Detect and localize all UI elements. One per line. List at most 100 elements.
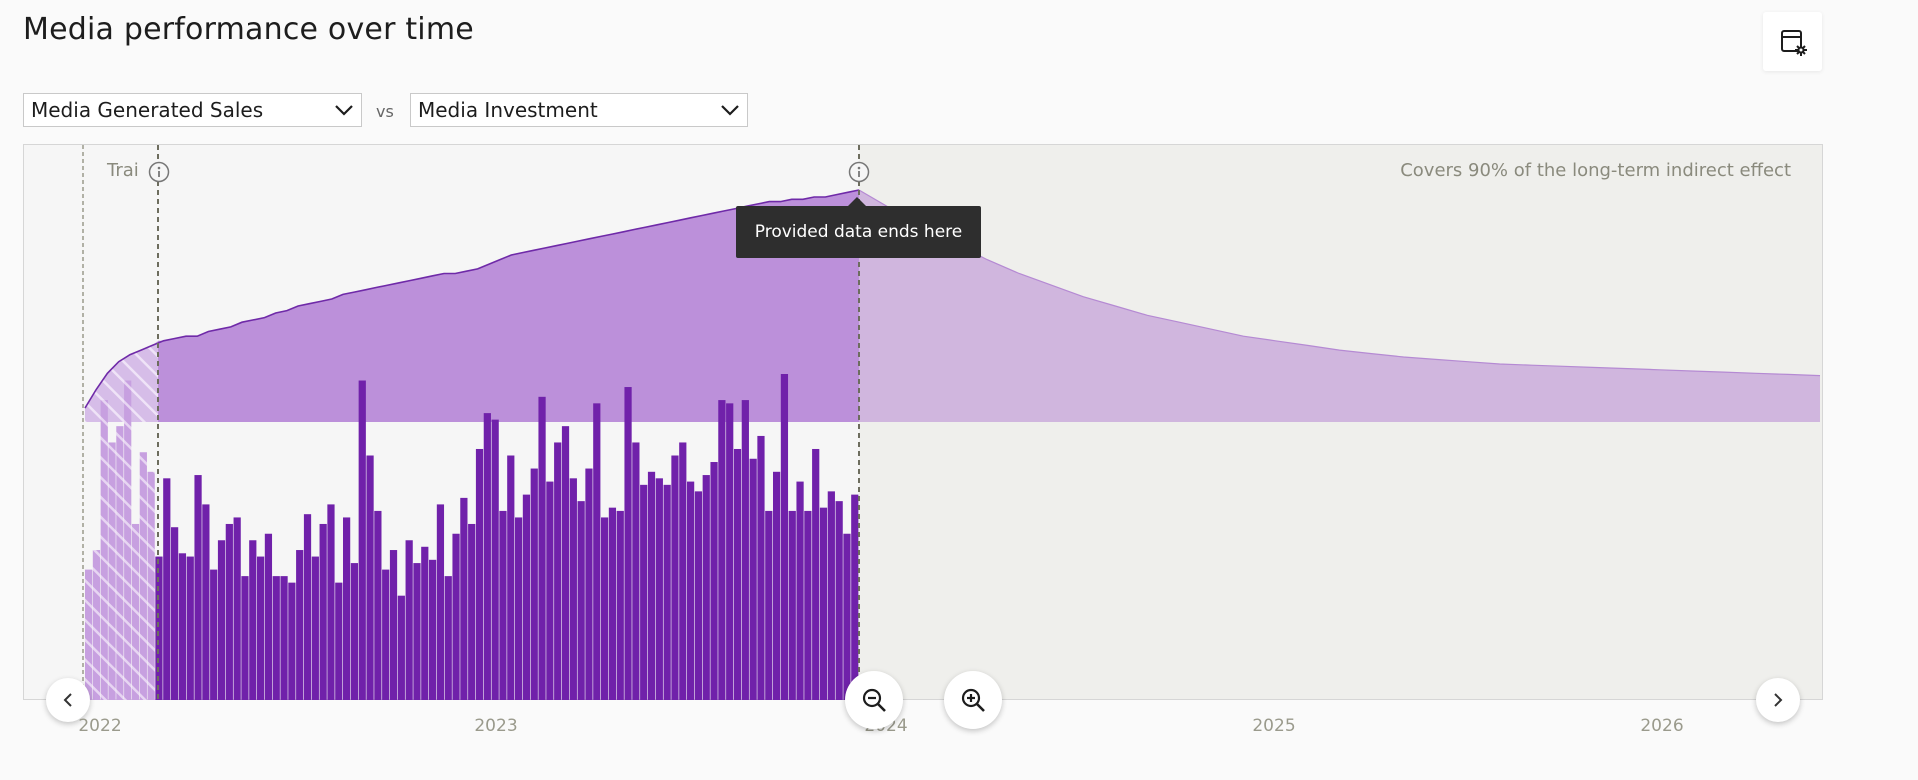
projection-area — [859, 190, 1820, 422]
investment-bar — [85, 569, 93, 700]
chevron-right-icon — [1774, 693, 1783, 707]
investment-bar — [264, 533, 273, 700]
investment-bar — [702, 475, 710, 700]
metric-select-left[interactable]: Media Generated Sales — [23, 93, 362, 127]
investment-bar — [585, 468, 593, 700]
investment-bar — [741, 400, 749, 700]
investment-bar — [405, 540, 413, 700]
scroll-right-button[interactable] — [1756, 678, 1800, 722]
investment-bar — [178, 553, 187, 700]
investment-bar — [835, 501, 843, 700]
investment-bar — [812, 448, 820, 700]
table-settings-icon — [1780, 29, 1807, 56]
investment-bar — [655, 478, 663, 700]
investment-bar — [710, 462, 718, 700]
sales-area-training — [85, 340, 158, 422]
performance-chart — [82, 145, 1822, 700]
investment-bar — [186, 556, 194, 700]
x-tick-label: 2022 — [78, 716, 122, 736]
investment-bar — [139, 452, 147, 700]
projection-line — [858, 189, 1821, 377]
sales-line — [84, 189, 860, 409]
x-tick-label: 2026 — [1640, 716, 1684, 736]
investment-bar — [780, 374, 789, 700]
investment-bar — [358, 380, 366, 700]
investment-bar — [733, 448, 742, 700]
investment-bar — [233, 517, 241, 700]
x-tick-label: 2025 — [1252, 716, 1296, 736]
zoom-in-button[interactable] — [944, 671, 1002, 729]
investment-bar — [530, 468, 538, 700]
investment-bar — [851, 494, 859, 700]
zoom-out-button[interactable] — [845, 671, 903, 729]
scroll-left-button[interactable] — [46, 678, 90, 722]
investment-bar — [335, 582, 343, 700]
x-tick-label: 2023 — [474, 716, 518, 736]
investment-bar — [296, 550, 304, 700]
investment-bar — [515, 517, 523, 700]
investment-bar — [616, 510, 624, 700]
sales-area — [158, 190, 859, 422]
investment-bar — [569, 478, 577, 700]
zoom-out-icon — [862, 688, 886, 712]
investment-bar — [593, 403, 601, 700]
investment-bar — [116, 426, 124, 700]
investment-bar — [131, 523, 140, 700]
investment-bar — [366, 455, 374, 700]
info-icon[interactable] — [848, 161, 870, 183]
investment-bar — [546, 481, 554, 700]
investment-bar — [319, 523, 327, 700]
investment-bar — [827, 491, 835, 700]
investment-bar — [773, 471, 781, 700]
investment-bar — [561, 426, 570, 700]
investment-bar — [483, 413, 491, 700]
investment-bar — [108, 442, 116, 700]
investment-bar — [210, 569, 218, 700]
data-end-tooltip: Provided data ends here — [736, 197, 981, 258]
investment-bar — [343, 517, 351, 700]
investment-bar — [491, 419, 499, 700]
investment-bar — [92, 550, 101, 700]
investment-bar — [413, 563, 421, 700]
training-period-label: Trai — [107, 160, 139, 181]
investment-bar — [679, 442, 687, 700]
investment-bar — [726, 403, 734, 700]
investment-bar — [804, 510, 812, 700]
investment-bar — [124, 380, 132, 700]
investment-bar — [538, 396, 546, 700]
investment-bar — [311, 556, 319, 700]
investment-bar — [788, 510, 796, 700]
investment-bar — [522, 494, 531, 700]
coverage-note: Covers 90% of the long-term indirect eff… — [1400, 160, 1791, 181]
investment-bar — [202, 504, 210, 700]
investment-bar — [257, 556, 265, 700]
investment-bar — [147, 471, 155, 700]
investment-bar — [241, 576, 249, 700]
investment-bar — [601, 517, 609, 700]
investment-bar — [272, 576, 280, 700]
investment-bar — [757, 435, 765, 700]
zoom-in-icon — [961, 688, 985, 712]
investment-bar — [796, 481, 804, 700]
settings-button[interactable] — [1763, 12, 1822, 71]
investment-bar — [765, 510, 773, 700]
vs-label: vs — [376, 102, 394, 121]
investment-bar — [843, 533, 851, 700]
investment-bar — [288, 582, 296, 700]
investment-bar — [374, 510, 382, 700]
investment-bar — [608, 507, 617, 700]
investment-bar — [225, 523, 233, 700]
chevron-left-icon — [63, 693, 72, 707]
metric-select-right-value: Media Investment — [418, 98, 598, 122]
info-icon[interactable] — [148, 161, 170, 183]
investment-bar — [327, 504, 335, 700]
investment-bar — [444, 576, 452, 700]
investment-bar — [217, 540, 226, 700]
metric-select-left-value: Media Generated Sales — [31, 98, 264, 122]
investment-bar — [475, 448, 484, 700]
investment-bar — [819, 507, 828, 700]
metric-select-right[interactable]: Media Investment — [410, 93, 748, 127]
investment-bar — [194, 475, 202, 700]
investment-bar — [303, 514, 312, 700]
investment-bar — [663, 484, 671, 700]
